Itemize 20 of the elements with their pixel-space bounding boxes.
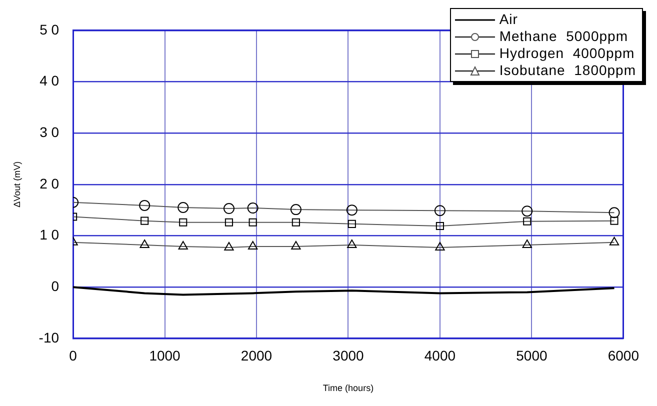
x-tick-label: 4000 xyxy=(424,348,456,364)
x-tick-label: 1000 xyxy=(149,348,181,364)
y-tick-label: 0 xyxy=(51,278,60,294)
y-tick-label: 2 0 xyxy=(40,175,60,192)
x-tick-label: 6000 xyxy=(608,348,640,364)
x-tick-label: 0 xyxy=(69,348,78,364)
y-tick-label: 3 0 xyxy=(40,124,60,140)
y-tick-label: 1 0 xyxy=(40,226,60,243)
y-tick-label: -10 xyxy=(38,329,60,346)
y-axis-title: ΔVout (mV) xyxy=(12,161,22,208)
y-tick-label: 4 0 xyxy=(40,72,60,89)
legend-label: Hydrogen 4000ppm xyxy=(499,45,635,62)
legend-label: Methane 5000ppm xyxy=(499,28,628,45)
x-tick-label: 3000 xyxy=(332,348,364,364)
y-tick-label: 5 0 xyxy=(40,21,60,38)
x-axis-title: Time (hours) xyxy=(322,383,374,394)
x-tick-label: 2000 xyxy=(240,348,272,364)
legend-label: Isobutane 1800ppm xyxy=(499,62,636,79)
x-tick-label: 5000 xyxy=(516,348,548,364)
legend-label: Air xyxy=(499,11,518,28)
